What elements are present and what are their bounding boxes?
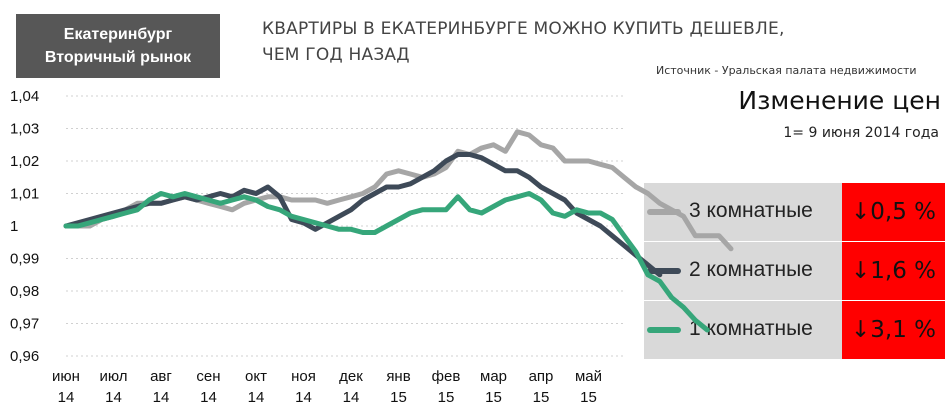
- x-tick-month: мар: [480, 368, 507, 385]
- x-tick-year: 14: [248, 389, 265, 406]
- region-badge: Екатеринбург Вторичный рынок: [16, 14, 220, 78]
- legend-label-3-room: 3 комнатные: [689, 199, 813, 222]
- series-line-2-room: [63, 152, 663, 278]
- x-tick-month: фев: [432, 368, 461, 385]
- y-tick-label: 0,97: [10, 316, 39, 333]
- legend-label-1-room: 1 комнатные: [689, 317, 813, 340]
- y-tick-label: 1,03: [10, 121, 39, 138]
- legend-row-1-room: 1 комнатные ↓3,1 %: [644, 301, 945, 359]
- legend-swatch-2-room: [647, 268, 681, 274]
- legend-title: Изменение цен: [738, 86, 941, 115]
- x-tick-year: 15: [390, 389, 407, 406]
- region-city: Екатеринбург: [63, 26, 173, 43]
- legend-swatch-3-room: [647, 209, 681, 215]
- price-change-3-room: ↓0,5 %: [842, 183, 945, 241]
- x-tick-year: 14: [58, 389, 75, 406]
- headline-line-1: КВАРТИРЫ В ЕКАТЕРИНБУРГЕ МОЖНО КУПИТЬ ДЕ…: [262, 19, 785, 39]
- price-change-1-room: ↓3,1 %: [842, 301, 945, 359]
- x-tick-year: 15: [533, 389, 550, 406]
- x-tick-month: июн: [52, 368, 80, 385]
- x-tick-month: июл: [99, 368, 127, 385]
- chart-headline: КВАРТИРЫ В ЕКАТЕРИНБУРГЕ МОЖНО КУПИТЬ ДЕ…: [262, 16, 862, 68]
- y-tick-label: 0,99: [10, 251, 39, 268]
- series-line-1-room: [63, 191, 710, 333]
- x-tick-month: дек: [339, 368, 363, 385]
- x-tick-month: май: [575, 368, 602, 385]
- x-tick-month: ноя: [291, 368, 316, 385]
- y-tick-label: 1,04: [10, 88, 39, 105]
- region-market: Вторичный рынок: [44, 49, 192, 66]
- source-note: Источник - Уральская палата недвижимости: [656, 64, 917, 77]
- x-tick-month: авг: [150, 368, 172, 385]
- x-tick-month: апр: [529, 368, 554, 385]
- y-tick-label: 0,98: [10, 283, 39, 300]
- price-change-2-room: ↓1,6 %: [842, 242, 945, 300]
- headline-line-2: ЧЕМ ГОД НАЗАД: [262, 45, 410, 65]
- series-line-3-room: [63, 129, 734, 252]
- x-tick-year: 14: [105, 389, 122, 406]
- x-tick-month: сен: [196, 368, 220, 385]
- x-tick-year: 15: [580, 389, 597, 406]
- x-tick-year: 15: [438, 389, 455, 406]
- x-tick-year: 14: [200, 389, 217, 406]
- legend-row-2-room: 2 комнатные ↓1,6 %: [644, 242, 945, 300]
- x-tick-month: янв: [386, 368, 410, 385]
- x-tick-month: окт: [245, 368, 267, 385]
- legend-subtitle: 1= 9 июня 2014 года: [783, 125, 939, 141]
- legend-label-2-room: 2 комнатные: [689, 258, 813, 281]
- x-tick-year: 14: [343, 389, 360, 406]
- x-tick-year: 14: [153, 389, 170, 406]
- legend-swatch-1-room: [647, 327, 681, 333]
- y-tick-label: 1,02: [10, 153, 39, 170]
- y-tick-label: 1,01: [10, 186, 39, 203]
- x-tick-year: 14: [295, 389, 312, 406]
- y-tick-label: 0,96: [10, 348, 39, 365]
- y-tick-label: 1: [10, 218, 18, 235]
- x-tick-year: 15: [485, 389, 502, 406]
